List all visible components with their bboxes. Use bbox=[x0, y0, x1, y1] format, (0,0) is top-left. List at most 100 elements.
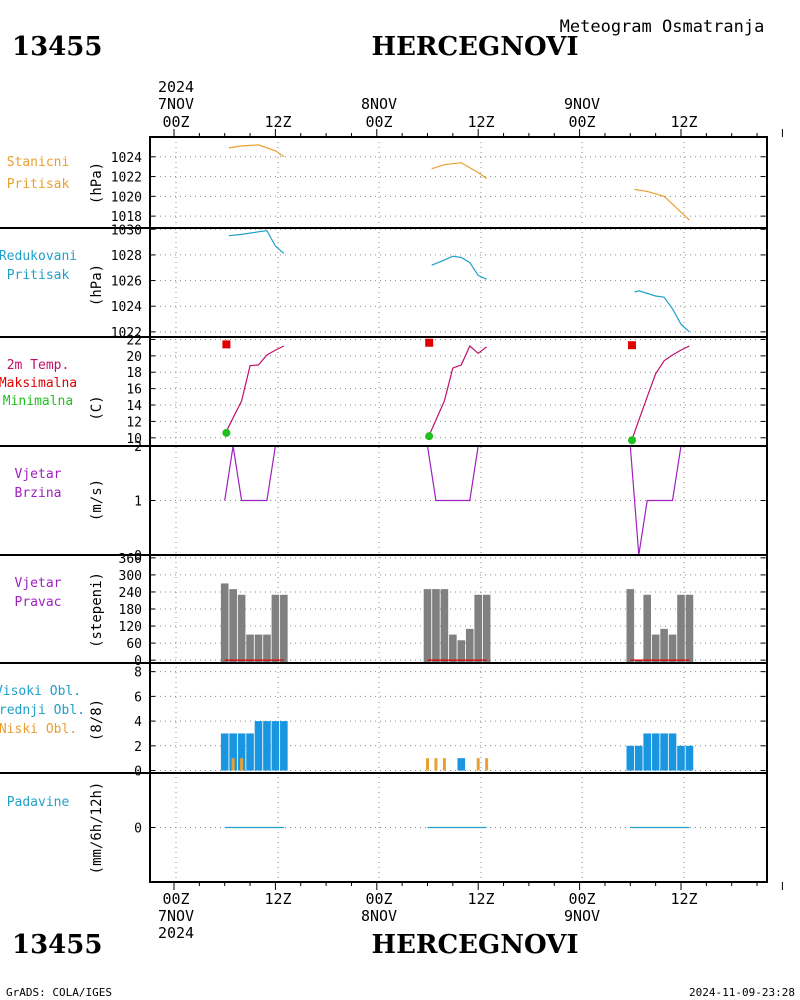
y-tick-label: 1 bbox=[134, 495, 142, 510]
y-tick-label: 1026 bbox=[111, 275, 142, 290]
high-cloud-bar bbox=[660, 733, 668, 771]
y-tick-label: 240 bbox=[119, 586, 142, 601]
y-tick-label: 18 bbox=[126, 366, 142, 381]
station-pressure-line bbox=[634, 188, 690, 221]
min-temp-marker bbox=[627, 436, 636, 445]
panel-label: Stanicni bbox=[7, 155, 70, 170]
high-cloud-bar bbox=[457, 758, 466, 771]
time-label-top: 00Z bbox=[568, 113, 595, 131]
y-axis-title: (mm/6h/12h) bbox=[89, 782, 105, 875]
y-tick-label: 0 bbox=[134, 822, 142, 837]
panel-label: Vjetar bbox=[15, 467, 62, 482]
max-temp-marker bbox=[222, 340, 231, 349]
wind-direction-bar bbox=[643, 594, 651, 663]
panel-label: Niski Obl. bbox=[0, 722, 77, 737]
wind-direction-bar bbox=[449, 634, 457, 663]
wind-direction-bar bbox=[457, 640, 466, 663]
high-cloud-bar bbox=[643, 733, 651, 771]
y-axis-title: (hPa) bbox=[89, 162, 105, 204]
time-label-top: 12Z bbox=[670, 113, 697, 131]
wind-direction-bar bbox=[280, 594, 288, 663]
y-tick-label: 0 bbox=[134, 549, 142, 564]
y-tick-label: 2 bbox=[134, 740, 142, 755]
plot-frame bbox=[149, 136, 768, 883]
station-pressure-line bbox=[431, 162, 487, 179]
y-tick-label: 2 bbox=[134, 440, 142, 455]
station-name-top: HERCEGNOVI bbox=[372, 32, 579, 62]
wind-direction-bar bbox=[474, 594, 482, 663]
wind-direction-bar bbox=[263, 634, 271, 663]
meteogram-subtitle: Meteogram Osmatranja bbox=[560, 17, 765, 37]
y-tick-label: 60 bbox=[126, 637, 142, 652]
wind-direction-bar bbox=[229, 589, 237, 663]
y-axis-title: (m/s) bbox=[89, 479, 105, 521]
high-cloud-bar bbox=[634, 745, 643, 771]
wind-direction-bar bbox=[246, 634, 254, 663]
low-cloud-bar bbox=[231, 758, 235, 771]
station-pressure-line bbox=[228, 144, 285, 158]
wind-speed-line bbox=[426, 445, 487, 502]
wind-direction-bar bbox=[634, 660, 643, 663]
high-cloud-bar bbox=[263, 721, 271, 771]
y-tick-label: 1022 bbox=[111, 171, 142, 186]
panel-label: Pritisak bbox=[7, 177, 70, 192]
low-cloud-bar bbox=[426, 758, 429, 771]
y-tick-label: 1024 bbox=[111, 300, 142, 315]
y-tick-label: 6 bbox=[134, 690, 142, 705]
station-id-top: 13455 bbox=[12, 32, 102, 62]
date-label-top: 8NOV bbox=[361, 95, 397, 113]
y-tick-label: 1018 bbox=[111, 210, 142, 225]
panel-label: Redukovani bbox=[0, 249, 77, 264]
station-name-bottom: HERCEGNOVI bbox=[372, 930, 579, 960]
y-tick-label: 10 bbox=[126, 432, 142, 447]
panel-label: Minimalna bbox=[3, 394, 73, 409]
wind-direction-bar bbox=[271, 594, 280, 663]
time-label-bottom: 12Z bbox=[264, 890, 291, 908]
high-cloud-bar bbox=[246, 733, 254, 771]
wind-speed-line bbox=[224, 445, 284, 502]
wind-direction-bar bbox=[254, 634, 263, 663]
date-label-top: 9NOV bbox=[564, 95, 600, 113]
time-label-top: 00Z bbox=[365, 113, 392, 131]
low-cloud-bar bbox=[442, 758, 446, 771]
y-axis-title: (8/8) bbox=[89, 699, 105, 741]
min-temp-marker bbox=[425, 432, 434, 441]
y-tick-label: 1028 bbox=[111, 249, 142, 264]
high-cloud-bar bbox=[254, 721, 263, 771]
wind-direction-bar bbox=[651, 634, 660, 663]
wind-direction-bar bbox=[465, 628, 474, 663]
high-cloud-bar bbox=[668, 733, 677, 771]
y-tick-label: 14 bbox=[126, 399, 142, 414]
wind-direction-bar bbox=[668, 634, 677, 663]
high-cloud-bar bbox=[626, 745, 635, 771]
reduced-pressure-line bbox=[634, 290, 690, 333]
y-tick-label: 8 bbox=[134, 666, 142, 681]
wind-direction-bar bbox=[237, 594, 246, 663]
station-id-bottom: 13455 bbox=[12, 930, 102, 960]
y-tick-label: 0 bbox=[134, 654, 142, 669]
credit-text: GrADS: COLA/IGES bbox=[6, 986, 112, 999]
time-label-bottom: 00Z bbox=[162, 890, 189, 908]
y-tick-label: 120 bbox=[119, 620, 142, 635]
panel-label: Pritisak bbox=[7, 268, 70, 283]
wind-direction-bar bbox=[423, 589, 432, 663]
y-tick-label: 12 bbox=[126, 415, 142, 430]
high-cloud-bar bbox=[237, 733, 246, 771]
temperature-line bbox=[225, 345, 285, 432]
wind-direction-bar bbox=[660, 628, 668, 663]
time-label-bottom: 12Z bbox=[467, 890, 494, 908]
y-axis-title: (stepeni) bbox=[89, 572, 105, 648]
max-temp-marker bbox=[627, 341, 636, 350]
max-temp-marker bbox=[425, 338, 434, 347]
reduced-pressure-line bbox=[431, 255, 487, 280]
low-cloud-bar bbox=[240, 758, 244, 771]
wind-direction-bar bbox=[685, 594, 694, 663]
panel-label: Padavine bbox=[7, 795, 70, 810]
low-cloud-bar bbox=[485, 758, 489, 771]
panel-label: Visoki Obl. bbox=[0, 684, 81, 699]
high-cloud-bar bbox=[271, 721, 280, 771]
high-cloud-bar bbox=[280, 721, 288, 771]
y-tick-label: 300 bbox=[119, 569, 142, 584]
low-cloud-bar bbox=[476, 758, 480, 771]
